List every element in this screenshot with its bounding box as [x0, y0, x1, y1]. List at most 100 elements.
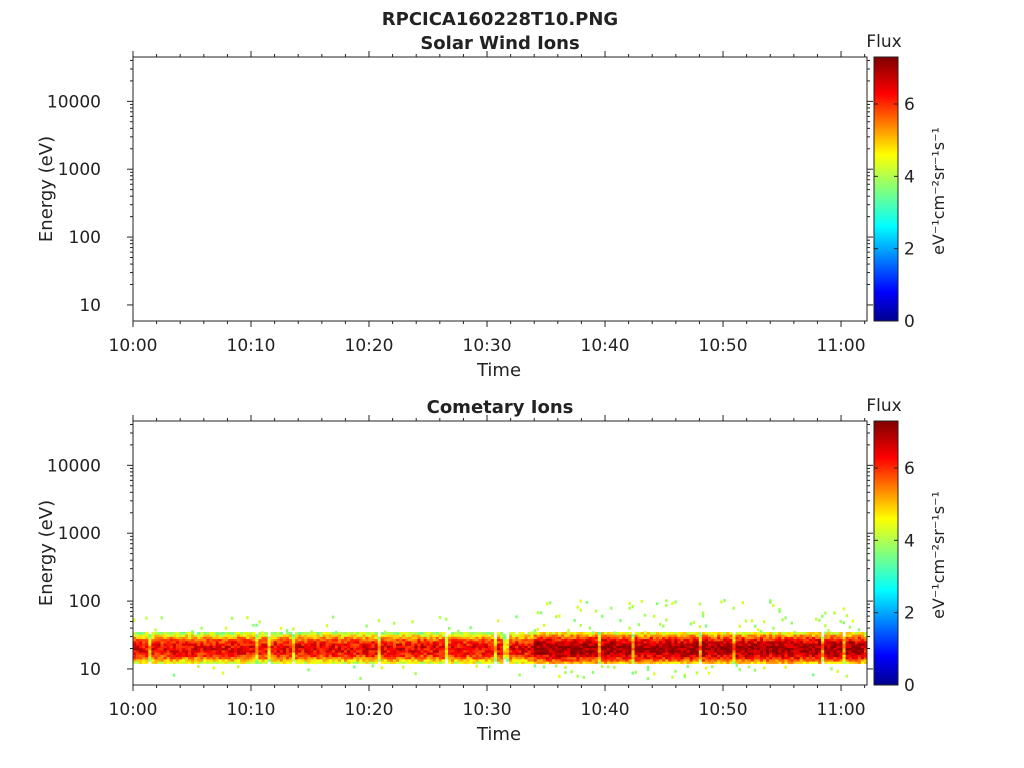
heatmap-cell	[512, 661, 516, 664]
heatmap-cell	[720, 647, 724, 651]
heatmap-cell	[371, 659, 375, 662]
heatmap-cell	[515, 661, 519, 664]
colorbar-tick-label: 2	[904, 604, 915, 624]
heatmap-cell	[763, 641, 767, 644]
heatmap-cell	[371, 664, 374, 668]
heatmap-cell	[600, 636, 605, 640]
heatmap-cell	[655, 634, 660, 637]
heatmap-cell	[429, 636, 434, 640]
heatmap-cell	[362, 645, 366, 649]
heatmap-cell	[206, 659, 210, 662]
heatmap-cell	[603, 647, 608, 651]
heatmap-cometary	[133, 598, 868, 681]
heatmap-cell	[815, 650, 819, 653]
heatmap-cell	[490, 661, 495, 664]
heatmap-cell	[652, 656, 657, 660]
heatmap-cell	[717, 645, 721, 649]
heatmap-cell	[680, 656, 684, 660]
heatmap-cell	[233, 647, 238, 651]
heatmap-cell	[588, 661, 593, 664]
heatmap-cell	[622, 643, 626, 646]
heatmap-cell	[478, 634, 482, 637]
heatmap-cell	[426, 654, 430, 658]
heatmap-cell	[350, 641, 354, 644]
heatmap-cell	[448, 645, 452, 649]
heatmap-cell	[576, 652, 580, 655]
heatmap-cell	[392, 634, 397, 637]
heatmap-cell	[215, 641, 219, 644]
heatmap-cell	[750, 645, 755, 649]
heatmap-cell	[805, 647, 810, 651]
heatmap-cell	[457, 641, 461, 644]
heatmap-cell	[625, 647, 629, 651]
heatmap-cell	[668, 636, 672, 640]
heatmap-cell	[402, 643, 406, 646]
heatmap-cell	[576, 656, 580, 660]
heatmap-cell	[188, 652, 192, 655]
heatmap-cell	[203, 636, 207, 640]
heatmap-cell	[799, 654, 804, 658]
heatmap-cell	[671, 654, 675, 658]
heatmap-cell	[426, 641, 430, 644]
heatmap-cell	[772, 656, 776, 660]
heatmap-cell	[542, 638, 547, 642]
heatmap-cell	[435, 654, 440, 658]
heatmap-cell	[365, 634, 369, 637]
heatmap-cell	[567, 656, 571, 660]
heatmap-cell	[493, 652, 498, 655]
heatmap-cell	[717, 641, 721, 644]
heatmap-cell	[307, 656, 311, 660]
heatmap-cell	[506, 643, 510, 646]
heatmap-cell	[631, 643, 635, 646]
heatmap-cell	[340, 636, 345, 640]
heatmap-cell	[503, 656, 507, 660]
heatmap-cell	[405, 634, 409, 637]
heatmap-cell	[704, 650, 709, 653]
heatmap-cell	[282, 636, 287, 640]
heatmap-cell	[662, 652, 666, 655]
heatmap-cell	[671, 656, 675, 660]
heatmap-cell	[276, 652, 281, 655]
heatmap-cell	[588, 656, 593, 660]
heatmap-cell	[674, 645, 678, 649]
heatmap-cell	[659, 632, 663, 635]
heatmap-cell	[640, 659, 645, 662]
heatmap-cell	[830, 652, 834, 655]
heatmap-cell	[652, 659, 657, 662]
heatmap-cell	[585, 659, 589, 662]
heatmap-cell	[322, 647, 326, 651]
heatmap-cell	[530, 661, 534, 664]
heatmap-cell	[460, 632, 464, 635]
heatmap-cell	[227, 643, 232, 646]
heatmap-cell	[356, 641, 360, 644]
heatmap-cell	[848, 634, 853, 637]
heatmap-cell	[353, 647, 357, 651]
heatmap-cell	[191, 656, 195, 660]
heatmap-cell	[545, 634, 550, 637]
heatmap-cell	[753, 634, 758, 637]
heatmap-cell	[518, 641, 522, 644]
heatmap-cell	[432, 645, 437, 649]
heatmap-cell	[692, 632, 697, 635]
heatmap-cell	[607, 632, 611, 635]
heatmap-cell	[221, 641, 226, 644]
heatmap-cell	[585, 661, 589, 664]
heatmap-cell	[747, 634, 752, 637]
heatmap-cell	[655, 647, 660, 651]
heatmap-cell	[154, 652, 158, 655]
heatmap-cell	[649, 645, 654, 649]
heatmap-cell	[331, 641, 336, 644]
heatmap-cell	[805, 634, 810, 637]
heatmap-cell	[649, 659, 654, 662]
heatmap-cell	[478, 636, 482, 640]
heatmap-cell	[279, 638, 284, 642]
heatmap-cell	[738, 654, 742, 658]
heatmap-cell	[805, 661, 810, 664]
heatmap-cell	[818, 618, 821, 622]
heatmap-cell	[597, 643, 602, 646]
heatmap-cell	[854, 643, 859, 646]
heatmap-cell	[790, 636, 794, 640]
heatmap-cell	[530, 654, 534, 658]
heatmap-cell	[292, 654, 296, 658]
heatmap-cell	[851, 632, 856, 635]
